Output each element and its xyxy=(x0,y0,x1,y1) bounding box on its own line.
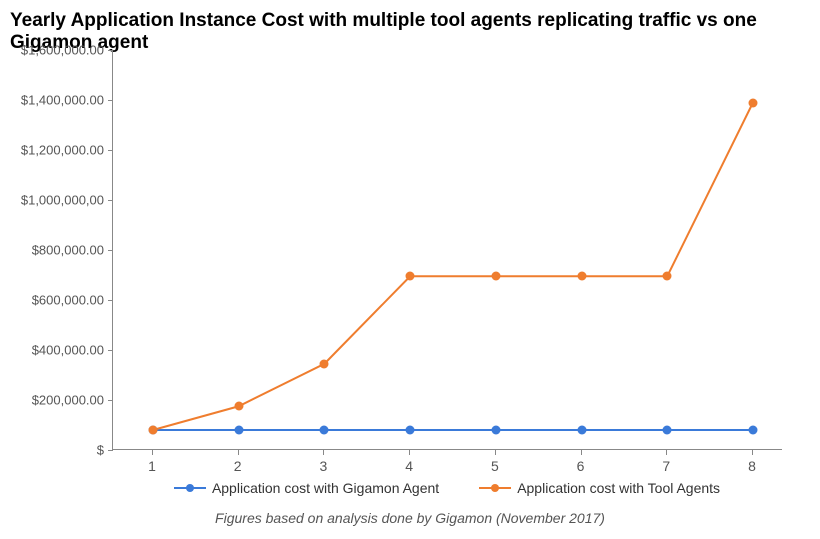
y-axis-label: $ xyxy=(4,443,104,458)
legend-swatch xyxy=(479,482,511,494)
y-axis-label: $600,000.00 xyxy=(4,293,104,308)
x-tick xyxy=(238,450,239,455)
y-tick xyxy=(108,100,113,101)
chart-area: $$200,000.00$400,000.00$600,000.00$800,0… xyxy=(112,50,782,450)
data-point xyxy=(749,98,758,107)
data-point xyxy=(406,426,415,435)
legend-swatch xyxy=(174,482,206,494)
series-line xyxy=(153,103,753,431)
x-tick xyxy=(409,450,410,455)
x-tick xyxy=(666,450,667,455)
y-axis-label: $1,600,000.00 xyxy=(4,43,104,58)
legend-dot-icon xyxy=(186,484,194,492)
data-point xyxy=(320,359,329,368)
y-axis-label: $1,200,000.00 xyxy=(4,143,104,158)
y-tick xyxy=(108,450,113,451)
x-tick xyxy=(752,450,753,455)
data-point xyxy=(234,402,243,411)
plot-region xyxy=(112,50,782,450)
y-axis-label: $1,400,000.00 xyxy=(4,93,104,108)
chart-title: Yearly Application Instance Cost with mu… xyxy=(10,10,820,54)
x-tick xyxy=(323,450,324,455)
y-axis-label: $800,000.00 xyxy=(4,243,104,258)
y-tick xyxy=(108,300,113,301)
x-tick xyxy=(581,450,582,455)
legend-label: Application cost with Gigamon Agent xyxy=(212,480,439,496)
data-point xyxy=(577,426,586,435)
y-tick xyxy=(108,50,113,51)
x-axis-label: 4 xyxy=(405,458,413,474)
y-axis-label: $1,000,000,00 xyxy=(4,193,104,208)
data-point xyxy=(149,426,158,435)
x-tick xyxy=(495,450,496,455)
line-layer xyxy=(113,50,783,450)
y-tick xyxy=(108,150,113,151)
x-axis-label: 7 xyxy=(662,458,670,474)
data-point xyxy=(491,426,500,435)
data-point xyxy=(234,426,243,435)
data-point xyxy=(577,272,586,281)
data-point xyxy=(663,272,672,281)
x-axis-label: 6 xyxy=(577,458,585,474)
chart-container: Yearly Application Instance Cost with mu… xyxy=(0,0,820,539)
legend-dot-icon xyxy=(491,484,499,492)
y-tick xyxy=(108,400,113,401)
x-axis-label: 5 xyxy=(491,458,499,474)
y-axis-label: $200,000.00 xyxy=(4,393,104,408)
x-axis-label: 3 xyxy=(320,458,328,474)
y-tick xyxy=(108,350,113,351)
y-tick xyxy=(108,250,113,251)
x-axis-label: 1 xyxy=(148,458,156,474)
y-tick xyxy=(108,200,113,201)
data-point xyxy=(663,426,672,435)
legend-item: Application cost with Tool Agents xyxy=(479,480,720,496)
legend-label: Application cost with Tool Agents xyxy=(517,480,720,496)
data-point xyxy=(749,426,758,435)
chart-caption: Figures based on analysis done by Gigamo… xyxy=(0,510,820,526)
data-point xyxy=(320,426,329,435)
legend-item: Application cost with Gigamon Agent xyxy=(174,480,439,496)
x-tick xyxy=(152,450,153,455)
x-axis-label: 8 xyxy=(748,458,756,474)
data-point xyxy=(491,272,500,281)
y-axis-label: $400,000.00 xyxy=(4,343,104,358)
data-point xyxy=(406,272,415,281)
legend: Application cost with Gigamon Agent Appli… xyxy=(112,480,782,496)
x-axis-label: 2 xyxy=(234,458,242,474)
